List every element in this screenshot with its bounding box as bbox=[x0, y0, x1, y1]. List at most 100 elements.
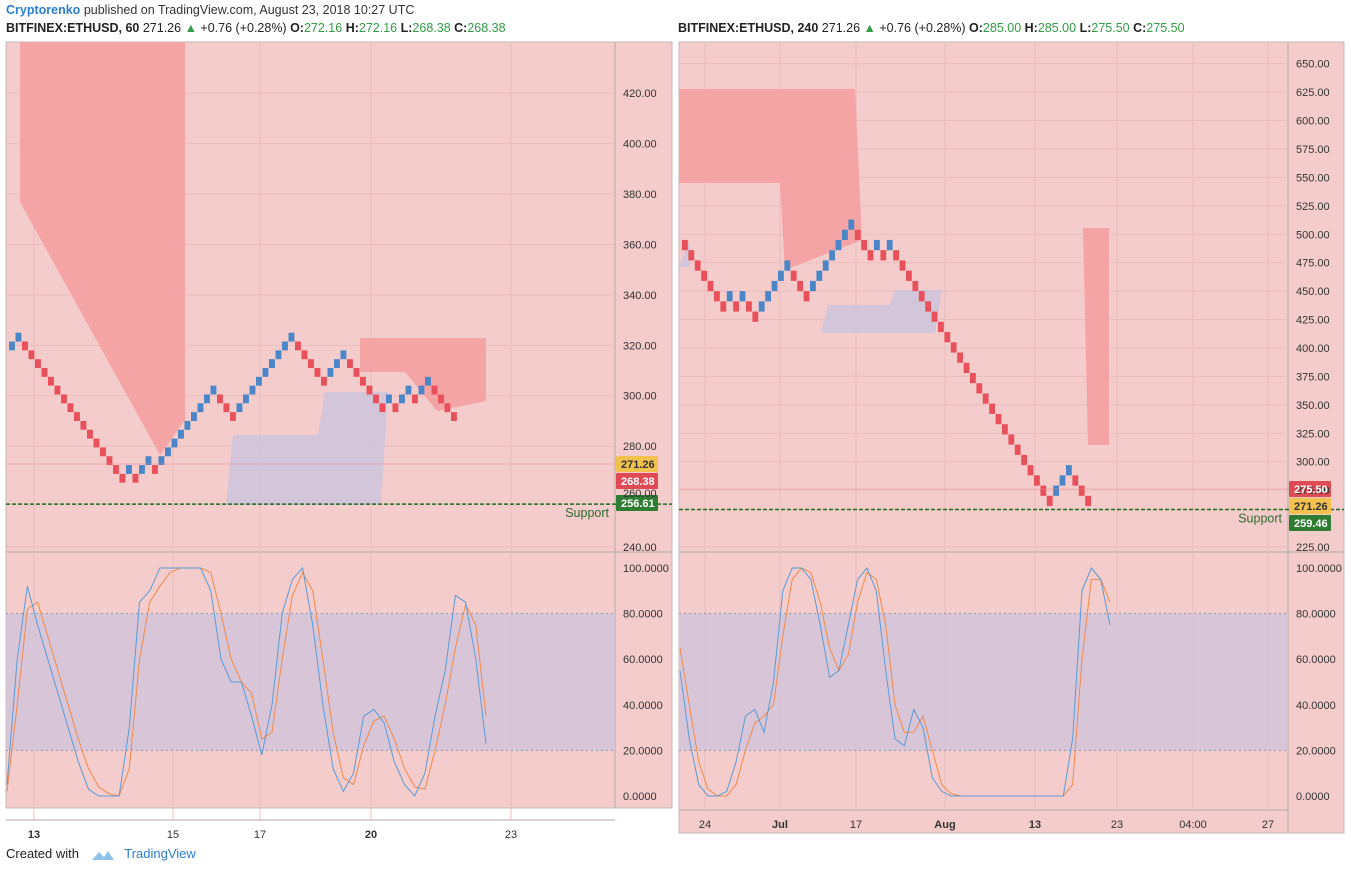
author-link[interactable]: Cryptorenko bbox=[6, 3, 81, 17]
x-tick-label: 13 bbox=[1029, 819, 1041, 831]
renko-brick-down bbox=[720, 301, 727, 312]
y-tick-label: 650.00 bbox=[1296, 59, 1330, 71]
renko-brick-up bbox=[184, 420, 191, 430]
renko-brick-down bbox=[688, 250, 695, 261]
renko-brick-up bbox=[249, 385, 256, 395]
y-tick-label: 500.00 bbox=[1296, 229, 1330, 241]
renko-brick-down bbox=[1078, 485, 1085, 496]
created-with-text: Created with bbox=[6, 846, 79, 861]
renko-brick-up bbox=[158, 456, 165, 466]
right-symbol-header: BITFINEX:ETHUSD, 240 271.26 ▲ +0.76 (+0.… bbox=[678, 21, 1185, 35]
y-tick-label: 275.00 bbox=[1296, 485, 1330, 497]
renko-brick-down bbox=[431, 385, 438, 395]
renko-brick-down bbox=[80, 420, 87, 430]
price-badge-label: 259.46 bbox=[1294, 518, 1328, 530]
resistance-cloud bbox=[20, 42, 185, 455]
y-tick-label: 525.00 bbox=[1296, 201, 1330, 213]
x-tick-label: 04:00 bbox=[1179, 819, 1207, 831]
renko-brick-up bbox=[15, 332, 22, 342]
renko-brick-up bbox=[848, 219, 855, 230]
renko-brick-down bbox=[113, 465, 119, 474]
chart-panel-2 bbox=[678, 41, 1345, 834]
renko-brick-down bbox=[694, 260, 701, 271]
renko-brick-down bbox=[54, 385, 61, 395]
renko-brick-down bbox=[925, 301, 931, 312]
price-change: +0.76 (+0.28%) bbox=[879, 21, 966, 35]
renko-brick-down bbox=[230, 412, 236, 421]
x-tick-label: 17 bbox=[254, 829, 266, 841]
renko-brick-down bbox=[308, 359, 314, 369]
x-tick-label: 13 bbox=[28, 829, 40, 841]
price-badge-label: 271.26 bbox=[1294, 501, 1328, 513]
renko-brick-up bbox=[275, 350, 282, 360]
renko-brick-down bbox=[797, 280, 803, 292]
x-tick-label: 15 bbox=[167, 829, 179, 841]
renko-brick-up bbox=[340, 350, 347, 360]
renko-brick-down bbox=[944, 332, 951, 343]
left-symbol-header: BITFINEX:ETHUSD, 60 271.26 ▲ +0.76 (+0.2… bbox=[6, 21, 506, 35]
close-value: 268.38 bbox=[467, 21, 506, 35]
renko-brick-up bbox=[822, 260, 829, 271]
osc-tick-label: 40.0000 bbox=[623, 700, 663, 712]
osc-tick-label: 80.0000 bbox=[1296, 609, 1336, 621]
renko-brick-up bbox=[1059, 475, 1066, 486]
price-badge-label: 268.38 bbox=[621, 476, 655, 488]
renko-brick-down bbox=[22, 341, 28, 351]
renko-brick-down bbox=[28, 350, 35, 360]
renko-brick-down bbox=[451, 412, 457, 421]
renko-brick-up bbox=[1066, 465, 1072, 476]
price-badge bbox=[616, 495, 658, 511]
support-cloud bbox=[821, 290, 942, 333]
renko-brick-up bbox=[386, 394, 392, 404]
renko-brick-down bbox=[314, 368, 321, 377]
renko-brick-up bbox=[726, 291, 733, 302]
high-value: 285.00 bbox=[1037, 21, 1077, 35]
up-triangle-icon: ▲ bbox=[184, 21, 197, 35]
tradingview-link[interactable]: TradingView bbox=[124, 846, 196, 861]
symbol-name: BITFINEX:ETHUSD, 240 bbox=[678, 21, 819, 35]
renko-brick-up bbox=[139, 465, 145, 474]
y-tick-label: 375.00 bbox=[1296, 371, 1330, 383]
last-price: 271.26 bbox=[142, 21, 182, 35]
y-tick-label: 300.00 bbox=[1296, 457, 1330, 469]
renko-brick-down bbox=[87, 429, 93, 439]
renko-brick-up bbox=[784, 260, 791, 271]
low-value: 268.38 bbox=[412, 21, 451, 35]
renko-brick-down bbox=[950, 342, 957, 353]
renko-brick-up bbox=[886, 239, 893, 251]
footer: Created with TradingView bbox=[6, 846, 196, 862]
osc-tick-label: 20.0000 bbox=[1296, 745, 1336, 757]
renko-brick-up bbox=[262, 368, 269, 377]
renko-brick-down bbox=[48, 376, 54, 386]
y-tick-label: 340.00 bbox=[623, 290, 657, 302]
x-tick-label: 17 bbox=[850, 819, 862, 831]
symbol-name: BITFINEX:ETHUSD, 60 bbox=[6, 21, 140, 35]
oscillator-band bbox=[679, 613, 1288, 751]
renko-brick-up bbox=[765, 291, 771, 302]
renko-brick-up bbox=[256, 376, 262, 386]
osc-tick-label: 100.0000 bbox=[623, 563, 669, 575]
renko-brick-down bbox=[976, 383, 983, 394]
renko-brick-down bbox=[1002, 424, 1008, 435]
x-tick-label: 20 bbox=[365, 829, 377, 841]
resistance-cloud bbox=[679, 89, 862, 270]
renko-brick-up bbox=[204, 394, 210, 404]
renko-brick-up bbox=[9, 341, 15, 351]
renko-brick-up bbox=[739, 291, 746, 302]
renko-brick-up bbox=[145, 456, 152, 466]
renko-brick-up bbox=[288, 332, 295, 342]
renko-brick-down bbox=[438, 394, 444, 404]
high-value: 272.16 bbox=[358, 21, 398, 35]
y-tick-label: 320.00 bbox=[623, 340, 657, 352]
renko-brick-up bbox=[243, 394, 249, 404]
renko-brick-down bbox=[803, 291, 810, 302]
up-triangle-icon: ▲ bbox=[863, 21, 876, 35]
renko-brick-down bbox=[347, 359, 353, 369]
renko-brick-down bbox=[1072, 475, 1079, 486]
renko-brick-up bbox=[126, 465, 132, 474]
renko-brick-down bbox=[918, 291, 925, 302]
y-tick-label: 240.00 bbox=[623, 542, 657, 554]
price-badge bbox=[616, 473, 658, 489]
y-tick-label: 420.00 bbox=[623, 88, 657, 100]
